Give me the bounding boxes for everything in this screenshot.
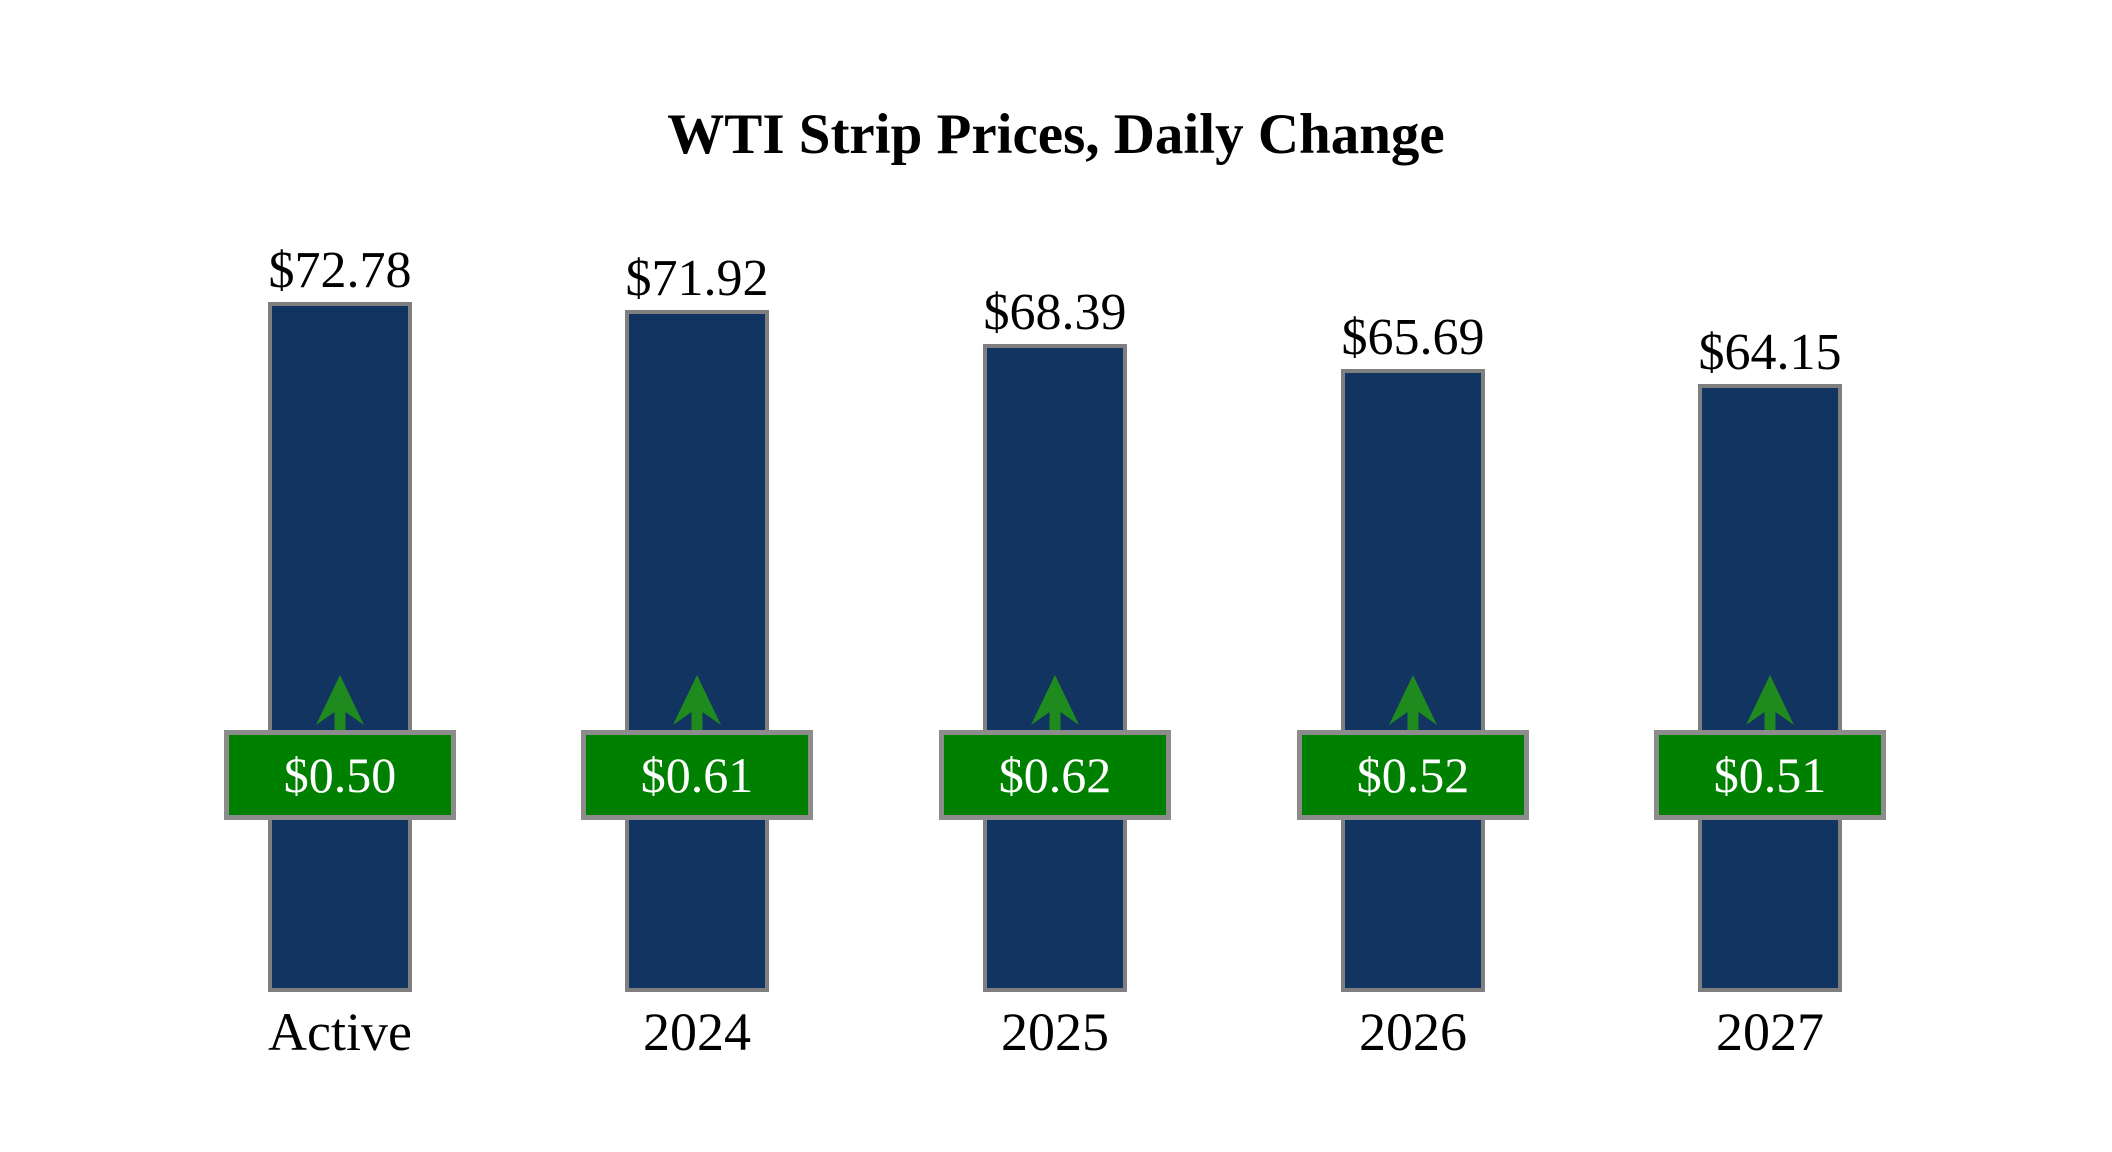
daily-change-label: $0.61 <box>640 747 754 803</box>
price-bar <box>268 302 412 992</box>
category-label: 2027 <box>1716 1002 1824 1062</box>
daily-change-badge: $0.51 <box>1654 730 1886 820</box>
price-label: $65.69 <box>1341 309 1485 366</box>
category-label: 2026 <box>1359 1002 1467 1062</box>
chart-title: WTI Strip Prices, Daily Change <box>667 103 1445 166</box>
price-bar <box>983 344 1127 992</box>
daily-change-badge: $0.62 <box>939 730 1171 820</box>
price-label: $64.15 <box>1698 324 1842 381</box>
category-label: 2024 <box>643 1002 751 1062</box>
bar-group-active: $72.78 $0.50 Active <box>220 0 460 1152</box>
price-label: $68.39 <box>983 284 1127 341</box>
up-arrow-icon <box>673 675 721 736</box>
up-arrow-icon <box>1031 675 1079 736</box>
bar-group-2026: $65.69 $0.52 2026 <box>1293 0 1533 1152</box>
category-label: 2025 <box>1001 1002 1109 1062</box>
daily-change-badge: $0.52 <box>1297 730 1529 820</box>
daily-change-label: $0.52 <box>1356 747 1470 803</box>
price-label: $71.92 <box>625 250 769 307</box>
daily-change-label: $0.62 <box>998 747 1112 803</box>
up-arrow-icon <box>1389 675 1437 736</box>
category-label: Active <box>268 1002 412 1062</box>
daily-change-label: $0.50 <box>283 747 397 803</box>
bar-group-2025: $68.39 $0.62 2025 <box>935 0 1175 1152</box>
price-label: $72.78 <box>268 242 412 299</box>
daily-change-badge: $0.50 <box>224 730 456 820</box>
up-arrow-icon <box>316 675 364 736</box>
bar-group-2024: $71.92 $0.61 2024 <box>577 0 817 1152</box>
daily-change-badge: $0.61 <box>581 730 813 820</box>
price-bar <box>625 310 769 992</box>
up-arrow-icon <box>1746 675 1794 736</box>
daily-change-label: $0.51 <box>1713 747 1827 803</box>
bar-group-2027: $64.15 $0.51 2027 <box>1650 0 1890 1152</box>
